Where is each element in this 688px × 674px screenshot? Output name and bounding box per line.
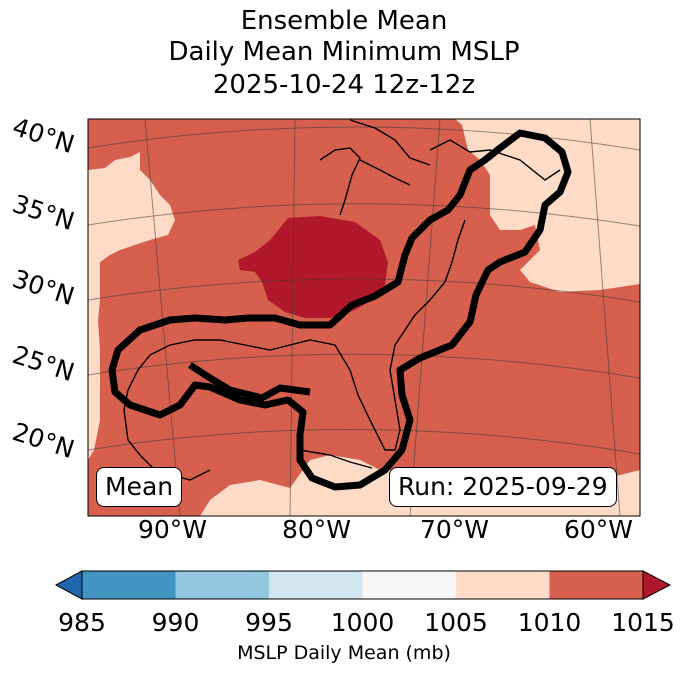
- title-line-2: Daily Mean Minimum MSLP: [168, 37, 520, 67]
- colorbar-tick-1005: 1005: [424, 608, 488, 637]
- colorbar-tick-995: 995: [245, 608, 293, 637]
- lon-label-90w: 90°W: [138, 515, 208, 544]
- lon-label-70w: 70°W: [420, 515, 490, 544]
- colorbar-tick-1015: 1015: [611, 608, 675, 637]
- title-line-1: Ensemble Mean: [240, 6, 448, 36]
- run-date-badge: Run: 2025-09-29: [389, 467, 617, 507]
- colorbar-bin-1005-1010: [456, 571, 550, 599]
- colorbar-label: MSLP Daily Mean (mb): [237, 642, 451, 664]
- title-line-3: 2025-10-24 12z-12z: [212, 70, 476, 100]
- colorbar-tick-985: 985: [58, 608, 106, 637]
- lon-label-80w: 80°W: [282, 515, 352, 544]
- colorbar-tick-1000: 1000: [330, 608, 395, 637]
- map-frame: [87, 118, 641, 517]
- contour-inner: [188, 362, 311, 402]
- colorbar-tick-1010: 1010: [517, 608, 582, 637]
- colorbar-bin-below-985: [54, 570, 83, 600]
- colorbar: [54, 570, 672, 600]
- colorbar-bin-990-995: [175, 571, 269, 599]
- colorbar-bin-985-990: [82, 571, 176, 599]
- lon-label-60w: 60°W: [564, 515, 634, 544]
- mean-badge: Mean: [96, 467, 183, 507]
- graticule: [88, 119, 640, 516]
- colorbar-frame: [81, 570, 644, 600]
- colorbar-tick-990: 990: [151, 608, 200, 637]
- colorbar-bin-995-1000: [269, 571, 363, 599]
- colorbar-bin-1000-1005: [362, 571, 456, 599]
- colorbar-bin-above-1015: [642, 570, 672, 600]
- colorbar-bin-1010-1015: [549, 571, 643, 599]
- field-above-1015: [238, 216, 388, 318]
- contour-outline: [108, 129, 572, 491]
